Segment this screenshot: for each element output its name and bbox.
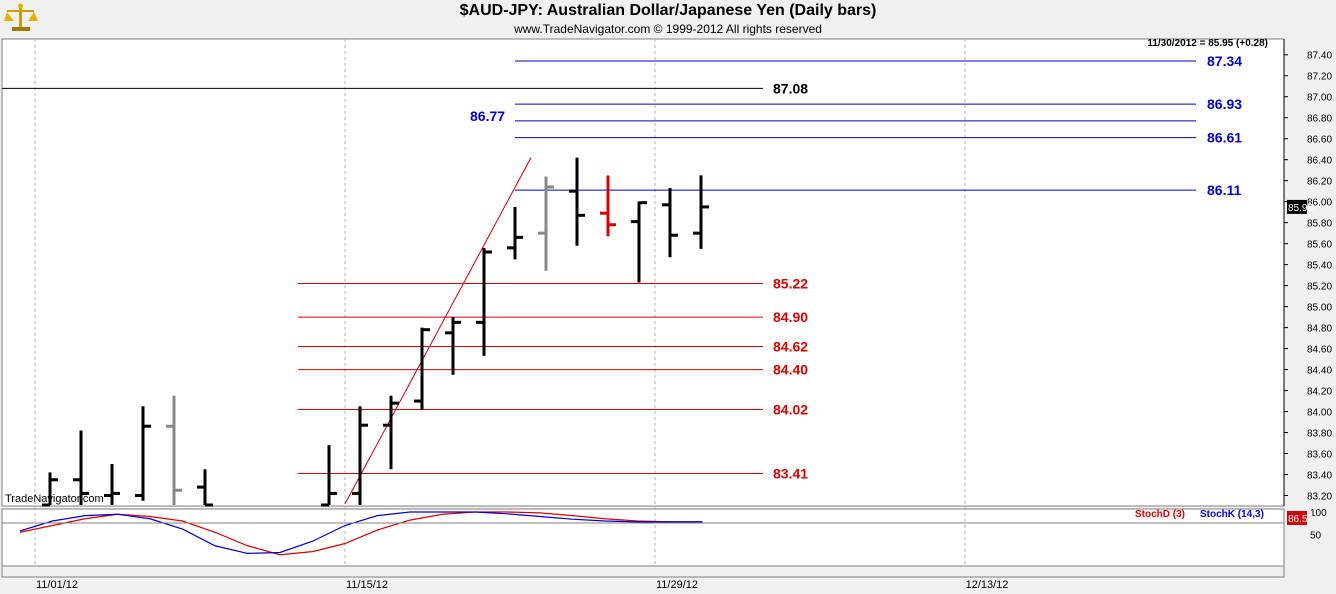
price-tick-label: 86.80 — [1307, 114, 1332, 125]
chart-title: $AUD-JPY: Australian Dollar/Japanese Yen… — [459, 2, 877, 19]
price-tick-label: 84.40 — [1307, 366, 1332, 377]
stochk-legend: StochK (14,3) — [1200, 509, 1264, 520]
price-tick-label: 85.40 — [1307, 261, 1332, 272]
price-tick-label: 86.40 — [1307, 156, 1332, 167]
fib-level-label: 87.34 — [1207, 53, 1242, 69]
quote-readout: 11/30/2012 = 85.95 (+0.28) — [1147, 38, 1268, 49]
fib-level-label: 87.08 — [773, 80, 808, 96]
watermark: TradeNavigator.com — [5, 493, 104, 505]
price-tick-label: 84.80 — [1307, 324, 1332, 335]
last-stoch-marker — [1287, 511, 1307, 525]
stoch-line — [19, 511, 703, 555]
price-tick-label: 85.00 — [1307, 303, 1332, 314]
price-tick-label: 85.80 — [1307, 219, 1332, 230]
fib-level-label: 84.90 — [773, 309, 808, 325]
last-price-label: 85.95 — [1288, 203, 1313, 214]
price-tick-label: 86.00 — [1307, 198, 1332, 209]
price-tick-label: 86.20 — [1307, 177, 1332, 188]
fib-level-label: 84.02 — [773, 401, 808, 417]
balance-scale-icon — [4, 3, 38, 31]
fib-level-label: 86.77 — [470, 108, 505, 124]
fib-level-label: 84.62 — [773, 338, 808, 354]
stoch-tick-label: 50 — [1310, 531, 1322, 542]
fib-level-label: 86.61 — [1207, 130, 1242, 146]
price-tick-label: 85.60 — [1307, 240, 1332, 251]
last-stoch-label: 86.57 — [1288, 514, 1313, 525]
date-axis-pane — [1, 565, 1285, 578]
price-tick-label: 83.20 — [1307, 492, 1332, 503]
price-tick-label: 83.40 — [1307, 471, 1332, 482]
price-tick-label: 87.20 — [1307, 72, 1332, 83]
price-tick-label: 85.20 — [1307, 282, 1332, 293]
fib-level-label: 86.11 — [1207, 182, 1241, 198]
chart-subtitle: www.TradeNavigator.com © 1999-2012 All r… — [514, 22, 822, 36]
date-tick-label: 11/01/12 — [36, 579, 78, 591]
price-tick-label: 87.40 — [1307, 51, 1332, 62]
price-tick-label: 84.60 — [1307, 345, 1332, 356]
date-tick-label: 11/15/12 — [346, 579, 388, 591]
price-tick-label: 87.00 — [1307, 93, 1332, 104]
date-tick-label: 11/29/12 — [656, 579, 698, 591]
fib-level-label: 86.93 — [1207, 96, 1242, 112]
last-price-marker — [1287, 199, 1307, 214]
price-tick-label: 83.80 — [1307, 429, 1332, 440]
price-pane — [1, 38, 1285, 507]
date-tick-label: 12/13/12 — [966, 579, 1009, 591]
fib-level-label: 84.40 — [773, 362, 808, 378]
fib-level-label: 85.22 — [773, 276, 808, 292]
price-tick-label: 86.60 — [1307, 135, 1332, 146]
stochd-legend: StochD (3) — [1135, 509, 1185, 520]
fib-level-label: 83.41 — [773, 465, 808, 481]
stochastic-pane — [1, 508, 1285, 567]
stoch-line — [19, 511, 703, 556]
trend-line — [344, 157, 532, 505]
stoch-tick-label: 100 — [1310, 508, 1327, 519]
price-tick-label: 84.20 — [1307, 387, 1332, 398]
price-tick-label: 83.60 — [1307, 450, 1332, 461]
price-tick-label: 84.00 — [1307, 408, 1332, 419]
